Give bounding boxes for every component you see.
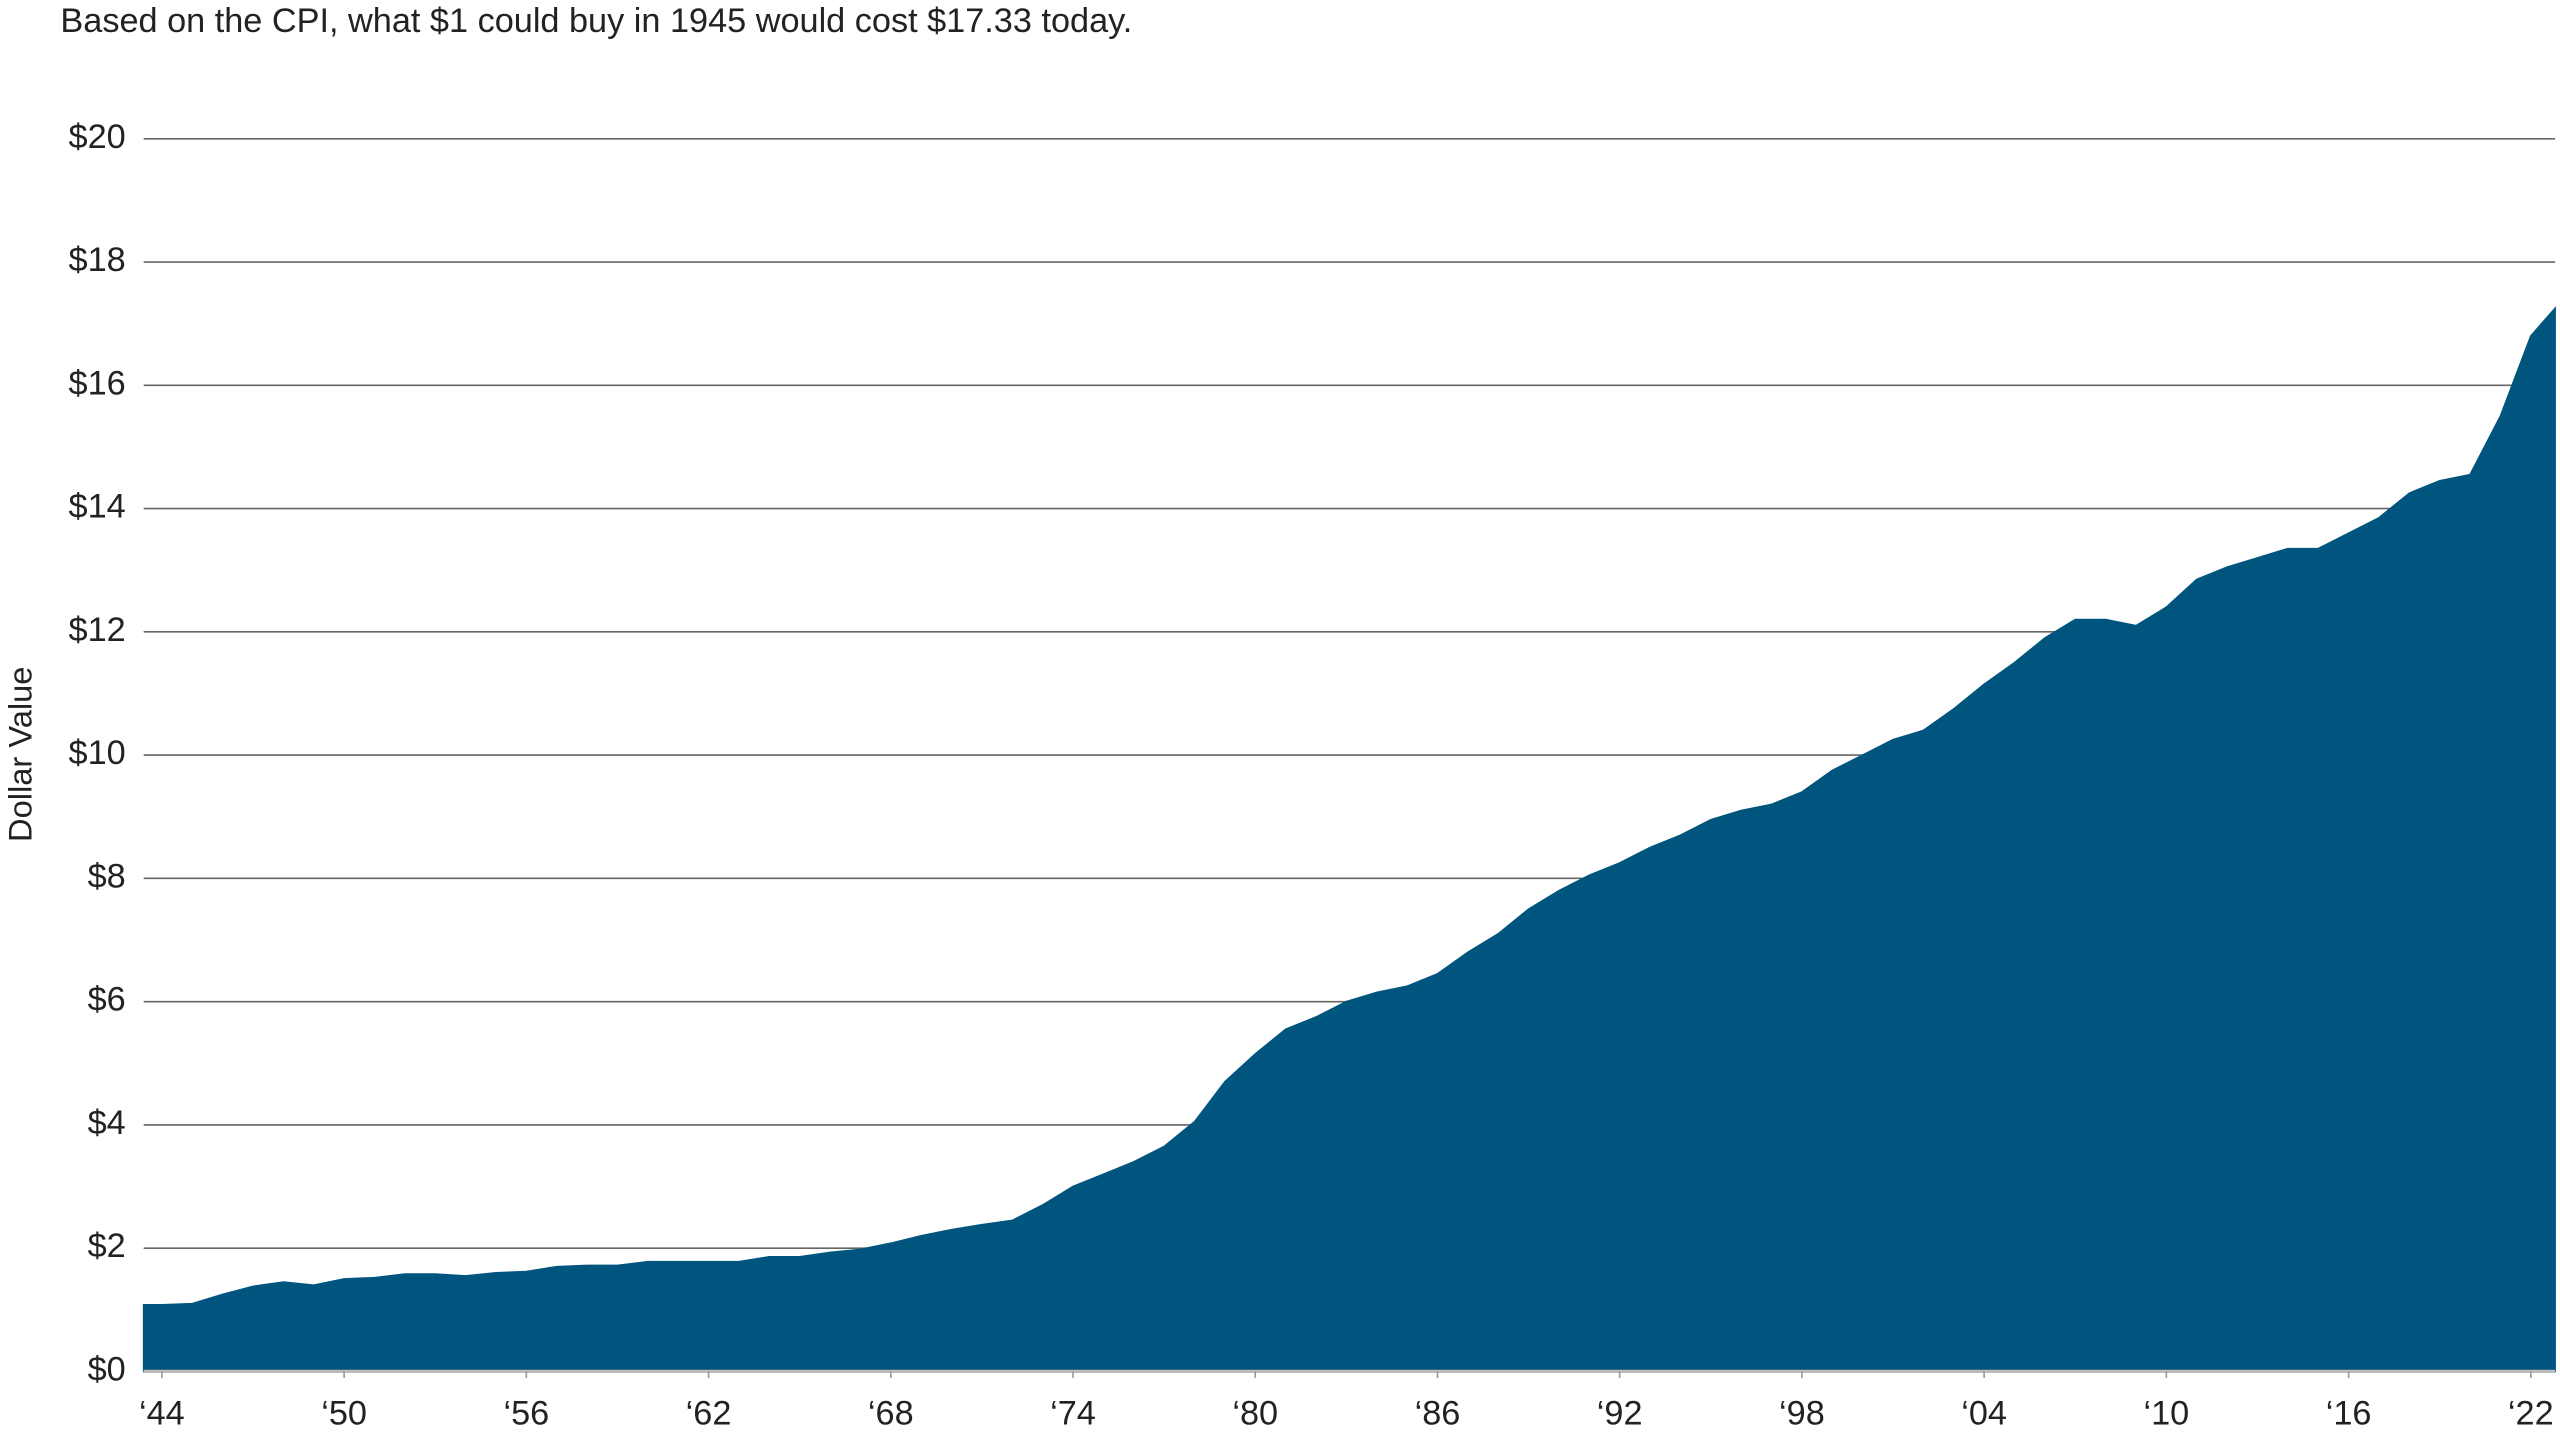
x-tick-label: ‘98 (1779, 1395, 1825, 1433)
y-tick-label: $2 (88, 1227, 126, 1265)
y-tick-label: $0 (88, 1350, 126, 1388)
x-tick-label: ‘62 (686, 1395, 732, 1433)
x-tick-label: ‘44 (139, 1395, 185, 1433)
y-tick-label: $16 (69, 364, 126, 402)
y-tick-label: $8 (88, 857, 126, 895)
x-tick-label: ‘68 (868, 1395, 914, 1433)
y-tick-label: $12 (69, 611, 126, 649)
chart-subtitle: Based on the CPI, what $1 could buy in 1… (60, 2, 1132, 40)
x-tick-label: ‘74 (1050, 1395, 1096, 1433)
x-tick-label: ‘50 (321, 1395, 367, 1433)
x-tick-label: ‘04 (1961, 1395, 2007, 1433)
area (142, 306, 2556, 1373)
y-tick-label: $18 (69, 241, 126, 279)
y-axis-label: Dollar Value (1, 667, 38, 842)
y-tick-label: $20 (69, 118, 126, 156)
x-tick-label: ‘22 (2508, 1395, 2554, 1433)
y-tick-label: $10 (69, 734, 126, 772)
x-tick-label: ‘10 (2143, 1395, 2189, 1433)
x-tick-label: ‘80 (1232, 1395, 1278, 1433)
y-tick-label: $4 (88, 1104, 126, 1142)
x-tick-label: ‘56 (503, 1395, 549, 1433)
y-tick-label: $6 (88, 981, 126, 1019)
x-tick-label: ‘92 (1597, 1395, 1643, 1433)
x-tick-label: ‘86 (1415, 1395, 1461, 1433)
x-tick-label: ‘16 (2326, 1395, 2372, 1433)
y-tick-label: $14 (69, 488, 126, 526)
